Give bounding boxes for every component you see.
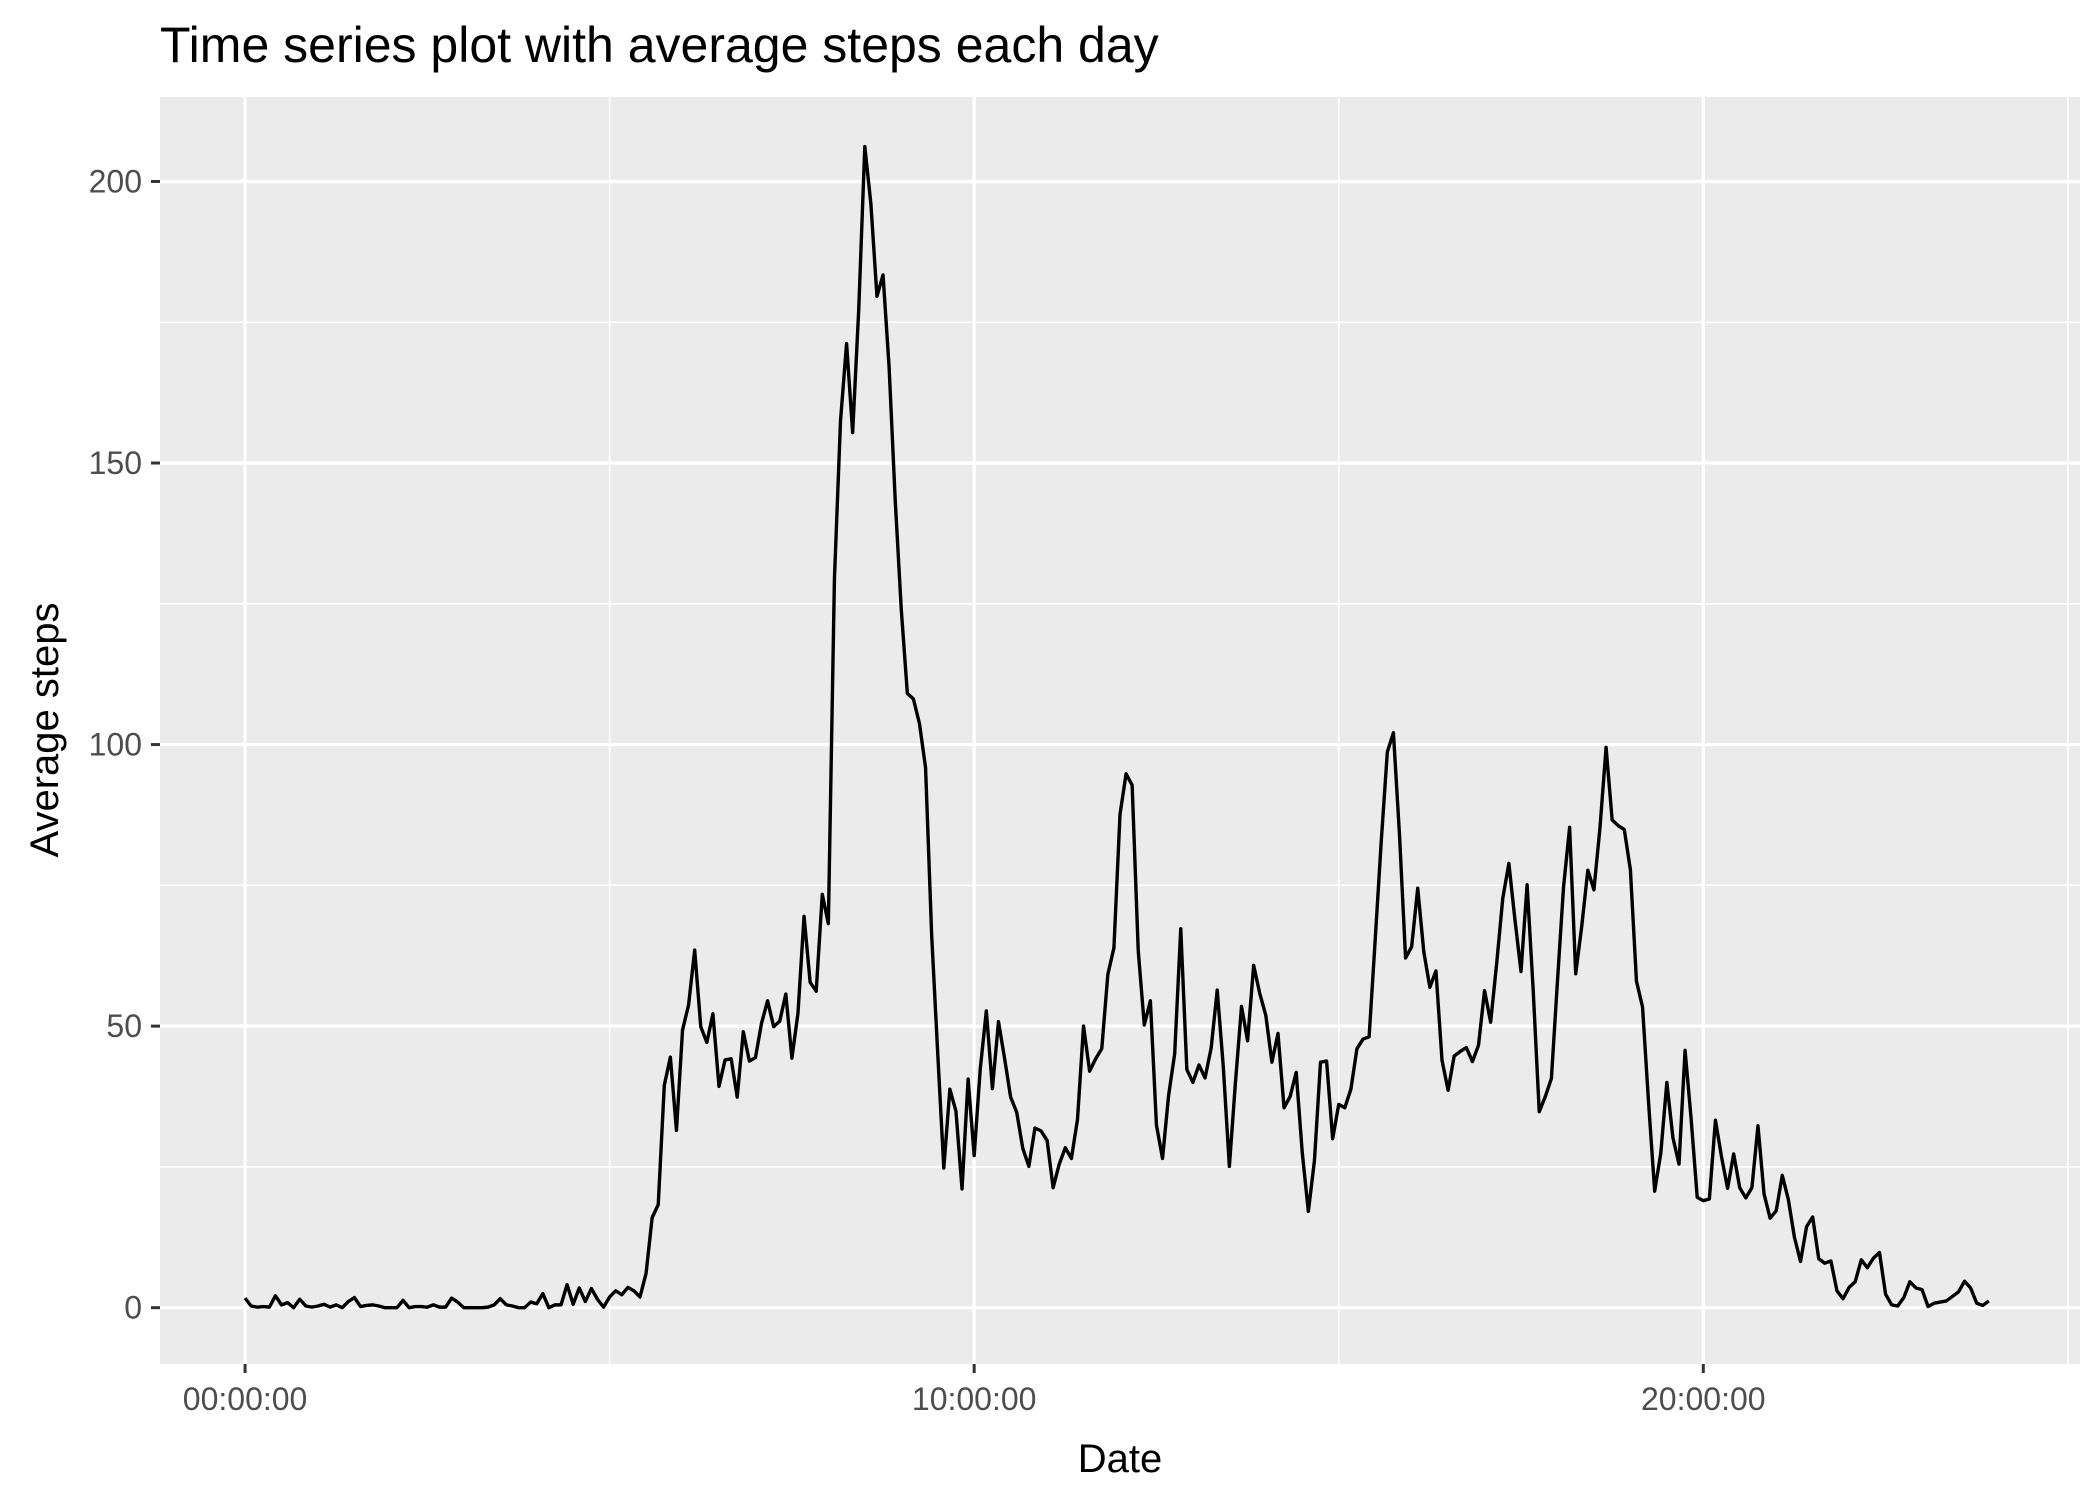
x-axis-title: Date [1078,1437,1163,1481]
series-line-0 [243,144,1990,1310]
x-tick-label-0: 00:00:00 [183,1381,308,1417]
chart-title: Time series plot with average steps each… [160,17,1159,73]
y-tick-label-1: 50 [106,1008,142,1044]
y-tick-label-0: 0 [124,1290,142,1326]
x-tick-label-2: 20:00:00 [1641,1381,1766,1417]
y-axis-title: Average steps [23,603,67,858]
y-tick-label-3: 150 [89,445,142,481]
y-tick-label-2: 100 [89,727,142,763]
series-layer [243,144,1990,1310]
y-tick-label-4: 200 [89,163,142,199]
plot-panel [160,97,2080,1364]
axis-layer: 00:00:00 10:00:00 20:00:00 0 50 100 150 200 [89,163,1766,1417]
grid-minor [160,97,2080,1364]
x-tick-label-1: 10:00:00 [912,1381,1037,1417]
